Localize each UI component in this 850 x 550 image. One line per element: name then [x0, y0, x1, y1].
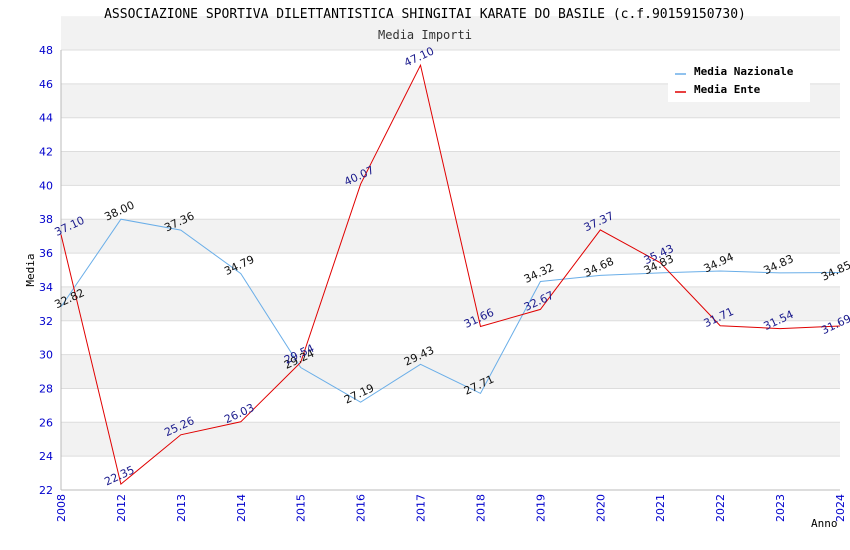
- grid-band: [61, 422, 840, 457]
- y-tick-label: 36: [39, 247, 53, 260]
- legend-label-media-ente: Media Ente: [694, 83, 761, 96]
- x-tick-label: 2014: [235, 494, 248, 522]
- grid-band: [61, 16, 840, 50]
- y-tick-label: 32: [39, 315, 53, 328]
- x-tick-label: 2024: [834, 494, 847, 522]
- grid-band: [61, 151, 840, 186]
- data-label-media-nazionale: 34.79: [222, 253, 256, 278]
- x-axis-label: Anno: [811, 517, 838, 530]
- y-tick-label: 34: [39, 281, 53, 294]
- data-label-media-ente: 22.35: [102, 463, 136, 488]
- chart-subtitle: Media Importi: [378, 28, 472, 42]
- legend-label-media-nazionale: Media Nazionale: [694, 65, 794, 78]
- x-tick-label: 2022: [714, 494, 727, 522]
- legend: Media Nazionale Media Ente: [668, 60, 810, 102]
- series-line-media-nazionale: [60, 218, 841, 403]
- x-tick-label: 2008: [55, 494, 68, 522]
- chart-title: ASSOCIAZIONE SPORTIVA DILETTANTISTICA SH…: [104, 7, 746, 22]
- y-tick-label: 46: [39, 78, 53, 91]
- data-label-media-nazionale: 34.85: [819, 258, 850, 283]
- x-tick-label: 2023: [774, 494, 787, 522]
- data-label-media-nazionale: 34.32: [522, 261, 556, 286]
- axes: [60, 50, 840, 491]
- series-lines: [60, 63, 841, 485]
- x-tick-label: 2018: [474, 494, 487, 522]
- y-tick-label: 48: [39, 44, 53, 57]
- x-tick-label: 2019: [534, 494, 547, 522]
- x-tick-label: 2015: [295, 494, 308, 522]
- x-axis-ticks: 2008 2012 2013 2014 2015 2016 2017 2018 2019 2020…: [55, 494, 847, 522]
- y-tick-label: 42: [39, 146, 53, 159]
- y-tick-label: 30: [39, 349, 53, 362]
- y-tick-label: 38: [39, 213, 53, 226]
- x-tick-label: 2016: [355, 494, 368, 522]
- grid-band: [61, 219, 840, 254]
- y-tick-label: 24: [39, 450, 53, 463]
- y-tick-label: 40: [39, 179, 53, 192]
- y-tick-label: 28: [39, 382, 53, 395]
- y-tick-label: 26: [39, 416, 53, 429]
- y-tick-label: 44: [39, 112, 53, 125]
- y-axis-ticks: 22 24 26 28 30 32 34 36 38 40 42 44 46 48: [39, 44, 53, 497]
- y-tick-label: 22: [39, 484, 53, 497]
- legend-box: [668, 60, 810, 102]
- y-axis-label: Media: [24, 253, 37, 286]
- series-line-media-ente: [60, 63, 841, 485]
- x-tick-label: 2021: [654, 494, 667, 522]
- x-tick-label: 2012: [115, 494, 128, 522]
- x-tick-label: 2017: [415, 494, 428, 522]
- data-label-media-nazionale: 34.83: [762, 252, 796, 277]
- x-tick-label: 2020: [594, 494, 607, 522]
- x-tick-label: 2013: [175, 494, 188, 522]
- grid-band: [61, 354, 840, 389]
